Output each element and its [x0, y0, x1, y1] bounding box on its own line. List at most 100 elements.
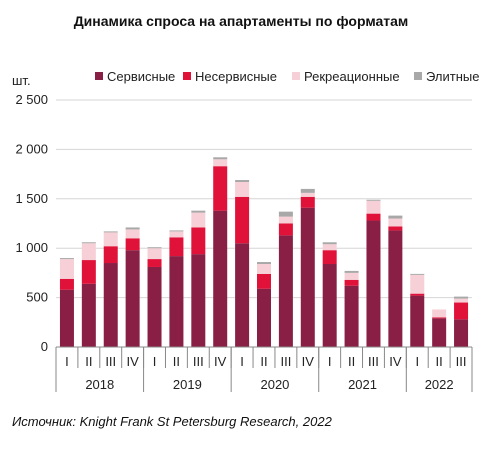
- bar-segment: [81, 243, 96, 261]
- x-tick-label: I: [328, 354, 332, 369]
- bar-segment: [103, 246, 118, 264]
- bar-segment: [191, 210, 206, 213]
- legend-label: Элитные: [426, 69, 479, 84]
- legend-swatch: [292, 72, 300, 80]
- bars: [59, 157, 469, 347]
- bar-segment: [59, 278, 74, 290]
- bar-segment: [388, 215, 403, 219]
- x-tick-label: II: [173, 354, 180, 369]
- bar-segment: [410, 295, 425, 347]
- bar-segment: [169, 231, 184, 238]
- bar-segment: [388, 230, 403, 347]
- x-tick-label: III: [193, 354, 204, 369]
- bar-segment: [125, 238, 140, 251]
- x-tick-label: IV: [389, 354, 402, 369]
- bar-segment: [454, 302, 469, 320]
- bar-segment: [322, 242, 337, 245]
- x-group-label: 2020: [260, 377, 289, 392]
- bar-segment: [344, 279, 359, 286]
- bar-segment: [147, 266, 162, 347]
- x-tick-label: I: [240, 354, 244, 369]
- bar-segment: [454, 319, 469, 347]
- bar-segment: [278, 235, 293, 347]
- x-tick-label: I: [415, 354, 419, 369]
- x-tick-label: III: [280, 354, 291, 369]
- bar-segment: [432, 309, 447, 318]
- bar-segment: [213, 157, 228, 160]
- bar-segment: [257, 264, 271, 274]
- bar-segment: [388, 226, 403, 231]
- y-tick-label: 2 500: [15, 92, 48, 107]
- bar-segment: [169, 237, 184, 257]
- x-tick-label: II: [436, 354, 443, 369]
- x-tick-label: IV: [126, 354, 139, 369]
- bar-segment: [103, 263, 118, 347]
- x-tick-label: IV: [302, 354, 315, 369]
- bar-segment: [191, 254, 206, 347]
- bar-segment: [300, 207, 315, 347]
- bar-segment: [191, 227, 206, 255]
- x-tick-label: III: [368, 354, 379, 369]
- bar-segment: [366, 200, 381, 214]
- bar-segment: [278, 223, 293, 236]
- bar-segment: [344, 272, 359, 280]
- bar-segment: [322, 264, 337, 347]
- bar-segment: [125, 250, 140, 347]
- bar-segment: [125, 227, 140, 230]
- x-group-label: 2019: [173, 377, 202, 392]
- legend-swatch: [95, 72, 103, 80]
- bar-segment: [410, 273, 425, 275]
- legend-label: Сервисные: [107, 69, 175, 84]
- chart-title: Динамика спроса на апартаменты по формат…: [73, 13, 409, 29]
- bar-segment: [125, 229, 140, 239]
- y-axis-label: шт.: [12, 73, 31, 88]
- bar-segment: [344, 285, 359, 347]
- x-tick-label: II: [260, 354, 267, 369]
- bar-segment: [388, 218, 403, 227]
- x-tick-label: I: [65, 354, 69, 369]
- bar-segment: [81, 260, 96, 284]
- bar-segment: [257, 273, 271, 289]
- bar-segment: [213, 210, 228, 347]
- bar-segment: [59, 259, 74, 279]
- bar-segment: [235, 182, 250, 197]
- legend-label: Рекреационные: [304, 69, 400, 84]
- source-note: Источник: Knight Frank St Petersburg Res…: [12, 414, 332, 429]
- bar-segment: [235, 180, 250, 183]
- bar-segment: [410, 274, 425, 294]
- bar-segment: [147, 259, 162, 267]
- bar-segment: [322, 244, 337, 251]
- legend-swatch: [414, 72, 422, 80]
- bar-segment: [454, 296, 469, 299]
- bar-segment: [366, 220, 381, 347]
- legend-swatch: [183, 72, 191, 80]
- y-tick-label: 1 000: [15, 240, 48, 255]
- x-group-label: 2021: [348, 377, 377, 392]
- bar-segment: [278, 216, 293, 224]
- legend: Сервисные Несервисные Рекреационные Элитные: [95, 69, 479, 84]
- bar-segment: [59, 258, 74, 260]
- bar-segment: [213, 159, 228, 167]
- bar-segment: [147, 247, 162, 249]
- bar-segment: [300, 188, 315, 193]
- x-tick-label: IV: [214, 354, 227, 369]
- bar-segment: [257, 288, 271, 347]
- x-tick-label: II: [85, 354, 92, 369]
- y-tick-label: 0: [41, 339, 48, 354]
- bar-segment: [278, 211, 293, 217]
- bar-segment: [257, 262, 271, 265]
- x-group-label: 2022: [425, 377, 454, 392]
- bar-segment: [81, 283, 96, 347]
- bar-segment: [366, 199, 381, 201]
- bar-segment: [103, 232, 118, 247]
- bar-segment: [322, 250, 337, 265]
- y-tick-label: 1 500: [15, 191, 48, 206]
- bar-segment: [147, 248, 162, 260]
- bar-segment: [169, 256, 184, 347]
- bar-segment: [235, 196, 250, 244]
- bar-segment: [300, 192, 315, 197]
- bar-segment: [454, 298, 469, 303]
- bar-segment: [432, 317, 447, 319]
- bar-segment: [300, 196, 315, 208]
- x-group-label: 2018: [85, 377, 114, 392]
